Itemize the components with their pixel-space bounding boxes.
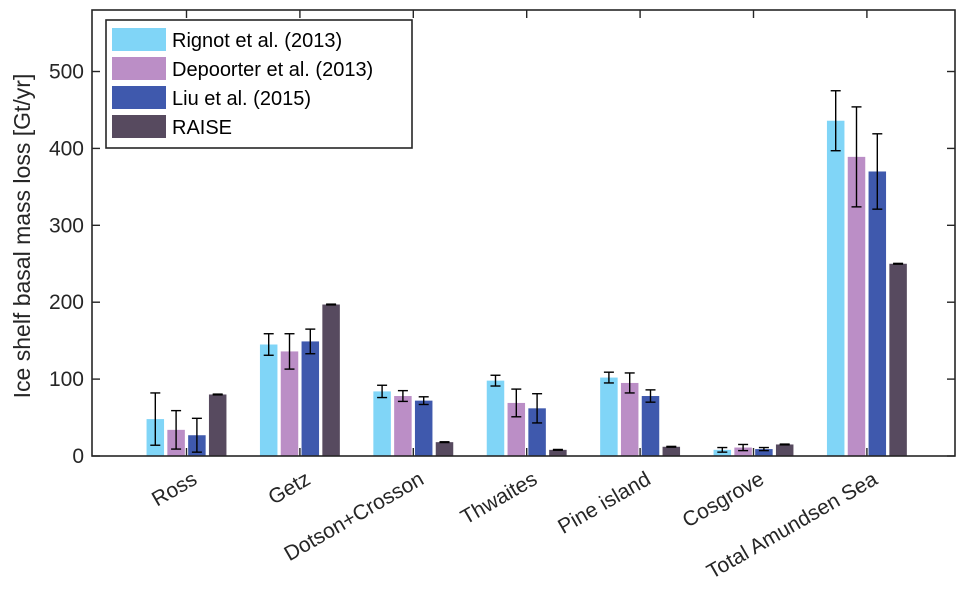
error-bar xyxy=(397,389,408,403)
legend-swatch xyxy=(112,115,166,138)
error-bar xyxy=(872,133,883,210)
bar xyxy=(394,396,412,456)
bar xyxy=(600,377,618,456)
error-bar xyxy=(532,393,543,424)
bar xyxy=(775,444,794,456)
bar xyxy=(620,382,639,456)
bar xyxy=(641,396,660,456)
bar xyxy=(734,447,752,456)
bar xyxy=(868,171,887,456)
bar xyxy=(889,263,907,456)
legend-label: RAISE xyxy=(172,117,232,139)
bar xyxy=(826,120,845,457)
y-tick-label: 300 xyxy=(49,214,84,237)
bar xyxy=(486,380,505,456)
bar xyxy=(713,449,732,456)
error-bar xyxy=(305,328,316,355)
y-tick-label: 500 xyxy=(49,61,84,84)
error-bars-layer xyxy=(150,90,904,453)
error-bar xyxy=(263,333,274,356)
legend-label: Rignot et al. (2013) xyxy=(172,30,342,52)
y-tick-label: 100 xyxy=(49,368,84,391)
bar xyxy=(847,156,866,456)
error-bar xyxy=(511,388,522,418)
y-tick-label: 200 xyxy=(49,291,84,314)
bar xyxy=(301,341,320,456)
error-bar xyxy=(490,374,501,387)
error-bar xyxy=(717,446,728,453)
error-bar xyxy=(439,441,450,444)
legend-label: Depoorter et al. (2013) xyxy=(172,59,373,81)
bars-layer xyxy=(146,120,907,457)
legend-swatch xyxy=(112,86,166,109)
error-bar xyxy=(830,90,841,152)
error-bar xyxy=(418,396,429,406)
legend-label: Liu et al. (2015) xyxy=(172,88,311,110)
error-bar xyxy=(191,417,202,453)
bar xyxy=(322,304,340,456)
error-bar xyxy=(212,393,223,396)
bar xyxy=(549,449,567,456)
error-bar xyxy=(377,384,388,399)
error-bar xyxy=(552,448,563,451)
legend: Rignot et al. (2013) Depoorter et al. (20… xyxy=(105,19,413,149)
error-bar xyxy=(758,446,769,452)
error-bar xyxy=(738,443,749,452)
bar xyxy=(662,446,681,456)
y-tick-label: 400 xyxy=(49,137,84,160)
bar xyxy=(435,442,454,456)
bar xyxy=(528,408,546,456)
error-bar xyxy=(603,371,614,384)
bar xyxy=(259,344,278,456)
error-bar xyxy=(284,333,295,370)
y-axis-title: Ice shelf basal mass loss [Gt/yr] xyxy=(9,74,35,399)
legend-swatch xyxy=(112,28,166,51)
plot-frame xyxy=(91,9,956,457)
bar xyxy=(373,391,391,456)
bar xyxy=(208,394,227,456)
error-bar xyxy=(326,303,337,306)
error-bar xyxy=(645,389,656,403)
error-bar xyxy=(779,443,790,446)
error-bar xyxy=(624,372,635,394)
error-bar xyxy=(171,409,182,450)
bar xyxy=(414,400,433,456)
error-bar xyxy=(893,262,904,265)
legend-swatch xyxy=(112,57,166,80)
error-bar xyxy=(150,392,161,446)
bar xyxy=(280,351,299,456)
error-bar xyxy=(666,445,677,448)
y-tick-label: 0 xyxy=(72,445,84,468)
error-bar xyxy=(851,106,862,208)
bar xyxy=(755,449,773,456)
